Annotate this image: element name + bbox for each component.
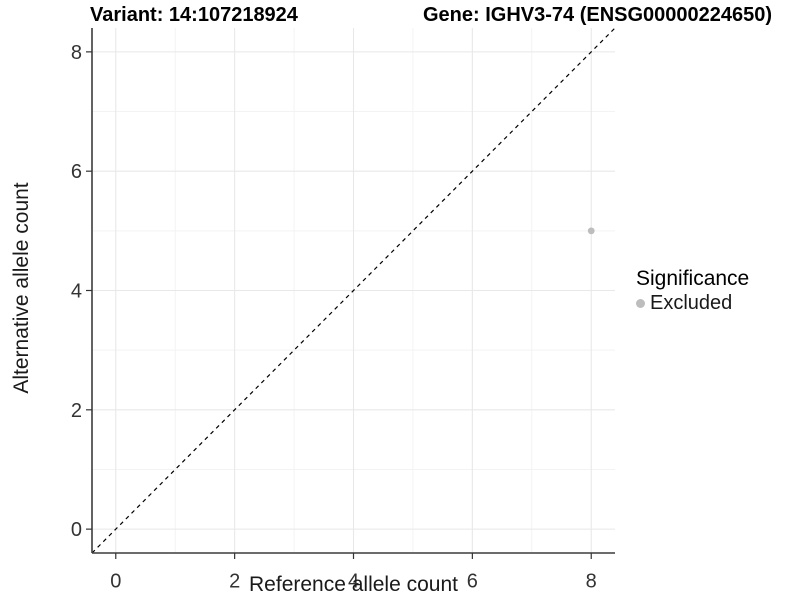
y-tick-label: 8 xyxy=(71,42,82,64)
y-tick-label: 0 xyxy=(71,519,82,541)
x-tick-label: 8 xyxy=(586,571,597,593)
y-tick-label: 4 xyxy=(71,281,82,303)
x-tick-label: 0 xyxy=(110,571,121,593)
y-tick-label: 2 xyxy=(71,400,82,422)
legend-entry-label: Excluded xyxy=(650,292,733,314)
data-point xyxy=(587,227,595,235)
legend-entry: Excluded xyxy=(636,292,749,315)
x-tick-label: 2 xyxy=(229,571,240,593)
plot-title-variant: Variant: 14:107218924 xyxy=(90,4,298,26)
x-tick-label: 6 xyxy=(467,571,478,593)
x-tick-label: 4 xyxy=(348,571,359,593)
x-axis-title: Reference allele count xyxy=(249,573,458,596)
legend-title: Significance xyxy=(636,267,750,290)
legend-point-icon xyxy=(636,299,645,308)
plot-title-gene: Gene: IGHV3-74 (ENSG00000224650) xyxy=(423,4,773,26)
y-axis-title: Alternative allele count xyxy=(10,182,33,394)
y-tick-label: 6 xyxy=(71,161,82,183)
legend: Significance Excluded xyxy=(636,266,749,315)
identity-line xyxy=(91,27,616,554)
